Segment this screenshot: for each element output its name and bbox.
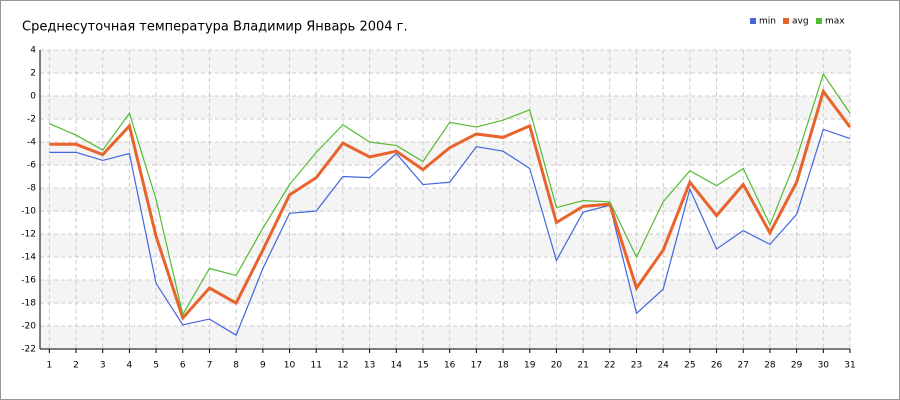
y-tick-label: -6 <box>27 161 36 171</box>
y-tick-label: -14 <box>21 253 36 263</box>
x-tick-label: 4 <box>127 361 133 371</box>
legend-swatch <box>816 18 822 24</box>
x-tick-label: 17 <box>471 361 482 371</box>
y-tick-label: -8 <box>27 184 36 194</box>
grid-band <box>40 96 850 119</box>
y-tick-label: -12 <box>21 230 36 240</box>
x-tick-label: 15 <box>417 361 428 371</box>
x-tick-label: 8 <box>233 361 239 371</box>
y-tick-label: -16 <box>21 276 36 286</box>
x-tick-label: 30 <box>818 361 830 371</box>
x-tick-label: 31 <box>844 361 855 371</box>
y-tick-label: 2 <box>30 69 36 79</box>
x-tick-label: 29 <box>791 361 803 371</box>
y-tick-label: -18 <box>21 299 36 309</box>
x-tick-label: 24 <box>657 361 669 371</box>
grid-band <box>40 280 850 303</box>
y-tick-label: 0 <box>30 92 36 102</box>
grid-band <box>40 234 850 257</box>
grid-band <box>40 326 850 349</box>
x-tick-label: 5 <box>153 361 159 371</box>
x-tick-label: 27 <box>738 361 749 371</box>
x-tick-label: 26 <box>711 361 723 371</box>
x-tick-label: 10 <box>284 361 296 371</box>
x-tick-label: 3 <box>100 361 106 371</box>
x-tick-label: 16 <box>444 361 456 371</box>
x-tick-label: 1 <box>46 361 52 371</box>
x-tick-label: 21 <box>577 361 588 371</box>
series-line <box>49 72 851 317</box>
legend-swatch <box>783 18 789 24</box>
y-tick-label: -20 <box>21 322 36 332</box>
x-tick-label: 18 <box>497 361 509 371</box>
x-tick-label: 14 <box>391 361 403 371</box>
y-tick-label: -10 <box>21 207 36 217</box>
legend-label: max <box>825 17 845 27</box>
x-tick-label: 23 <box>631 361 642 371</box>
y-tick-label: -2 <box>27 115 36 125</box>
x-tick-label: 12 <box>337 361 348 371</box>
x-tick-label: 2 <box>73 361 79 371</box>
y-tick-label: -22 <box>21 345 36 355</box>
chart-title: Среднесуточная температура Владимир Янва… <box>22 20 408 35</box>
y-tick-label: 4 <box>30 46 36 56</box>
x-tick-label: 19 <box>524 361 536 371</box>
x-tick-label: 28 <box>764 361 776 371</box>
x-tick-label: 6 <box>180 361 186 371</box>
x-tick-label: 9 <box>260 361 266 371</box>
series-line <box>49 88 852 321</box>
x-tick-label: 7 <box>207 361 213 371</box>
x-tick-label: 11 <box>311 361 322 371</box>
series-line <box>49 128 851 337</box>
y-tick-label: -4 <box>27 138 36 148</box>
x-tick-label: 20 <box>551 361 563 371</box>
x-tick-label: 22 <box>604 361 615 371</box>
x-tick-label: 13 <box>364 361 375 371</box>
legend-label: avg <box>792 17 809 27</box>
legend-label: min <box>759 17 776 27</box>
legend-swatch <box>750 18 756 24</box>
x-tick-label: 25 <box>684 361 695 371</box>
grid-band <box>40 50 850 73</box>
grid-band <box>40 188 850 211</box>
